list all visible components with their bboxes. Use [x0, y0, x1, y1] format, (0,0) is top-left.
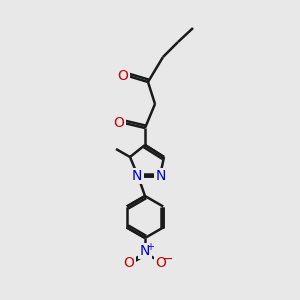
Text: O: O	[114, 116, 124, 130]
Text: O: O	[124, 256, 134, 270]
Text: O: O	[156, 256, 167, 270]
Text: N: N	[132, 169, 142, 183]
Text: N: N	[156, 169, 166, 183]
Text: O: O	[118, 69, 128, 83]
Text: N: N	[140, 244, 150, 258]
Text: +: +	[146, 242, 154, 252]
Text: −: −	[163, 253, 173, 266]
